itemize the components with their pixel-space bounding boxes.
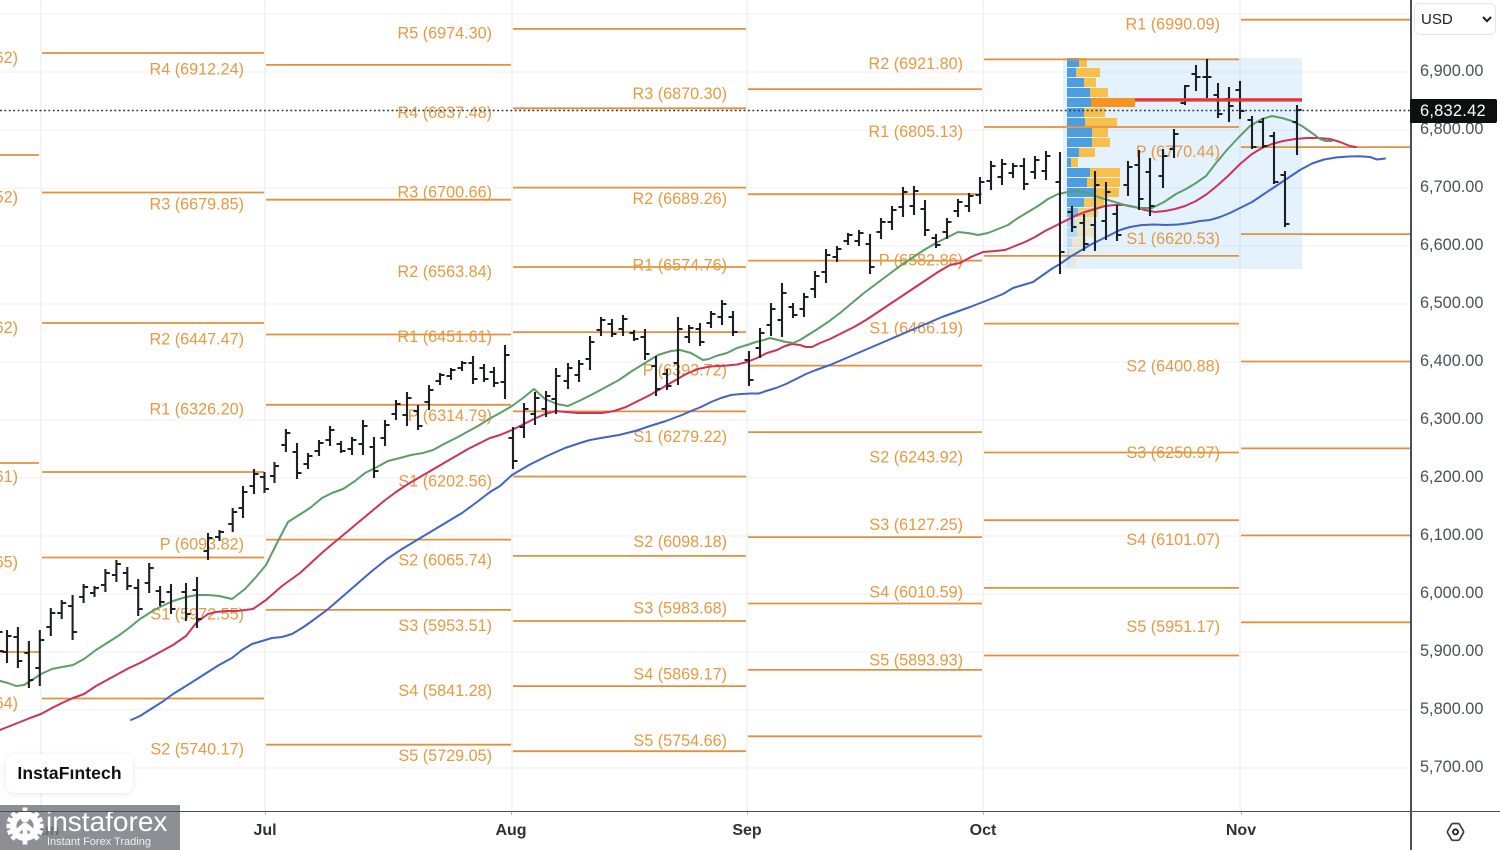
svg-text:R4 (6837.48): R4 (6837.48) (398, 104, 493, 122)
svg-text:R1 (6326.20): R1 (6326.20) (150, 401, 245, 419)
svg-text:R1 (6990.09): R1 (6990.09) (1126, 16, 1221, 34)
svg-text:S3 (6250.97): S3 (6250.97) (1126, 444, 1220, 462)
svg-text:R2 (6447.47): R2 (6447.47) (150, 330, 245, 348)
svg-text:R1 (6451.61): R1 (6451.61) (398, 328, 493, 346)
svg-text:S5 (5951.17): S5 (5951.17) (1126, 618, 1220, 636)
svg-text:R4 (6912.24): R4 (6912.24) (150, 61, 245, 79)
svg-text:S2 (6098.18): S2 (6098.18) (633, 533, 727, 551)
svg-text:R3 (6870.30): R3 (6870.30) (633, 85, 728, 103)
svg-text:S3 (5983.68): S3 (5983.68) (633, 599, 727, 617)
svg-text:S1 (6620.53): S1 (6620.53) (1126, 230, 1220, 248)
svg-text:S4 (6101.07): S4 (6101.07) (1126, 531, 1220, 549)
svg-text:S2 (5740.17): S2 (5740.17) (150, 741, 244, 759)
svg-text:S2 (6400.88): S2 (6400.88) (1126, 357, 1220, 375)
svg-text:R3 (6679.85): R3 (6679.85) (150, 196, 245, 214)
svg-text:61): 61) (0, 468, 18, 486)
svg-text:S3 (6127.25): S3 (6127.25) (869, 516, 963, 534)
svg-text:P (6314.79): P (6314.79) (408, 407, 492, 425)
svg-text:62): 62) (0, 49, 18, 67)
svg-text:62): 62) (0, 319, 18, 337)
svg-text:64): 64) (0, 694, 18, 712)
svg-text:R2 (6689.26): R2 (6689.26) (633, 190, 728, 208)
svg-text:P (6770.44): P (6770.44) (1136, 143, 1220, 161)
svg-text:52): 52) (0, 188, 18, 206)
svg-text:65): 65) (0, 553, 18, 571)
svg-text:R2 (6921.80): R2 (6921.80) (869, 55, 964, 73)
svg-text:S5 (5754.66): S5 (5754.66) (633, 732, 727, 750)
svg-text:S3 (5953.51): S3 (5953.51) (398, 617, 492, 635)
svg-text:R3 (6700.66): R3 (6700.66) (398, 183, 493, 201)
svg-text:S4 (6010.59): S4 (6010.59) (869, 584, 963, 602)
svg-text:S1 (6279.22): S1 (6279.22) (633, 428, 727, 446)
svg-text:R5 (6974.30): R5 (6974.30) (398, 25, 493, 43)
svg-text:S2 (6065.74): S2 (6065.74) (398, 552, 492, 570)
svg-text:S4 (5841.28): S4 (5841.28) (398, 682, 492, 700)
svg-text:S2 (6243.92): S2 (6243.92) (869, 448, 963, 466)
svg-text:R1 (6805.13): R1 (6805.13) (869, 123, 964, 141)
svg-text:R2 (6563.84): R2 (6563.84) (398, 263, 493, 281)
svg-text:P (6093.82): P (6093.82) (160, 535, 244, 553)
svg-text:P (6582.86): P (6582.86) (879, 252, 963, 270)
svg-text:S4 (5869.17): S4 (5869.17) (633, 666, 727, 684)
svg-text:S5 (5893.93): S5 (5893.93) (869, 651, 963, 669)
svg-text:S5 (5729.05): S5 (5729.05) (398, 747, 492, 765)
svg-text:R1 (6574.76): R1 (6574.76) (633, 256, 728, 274)
